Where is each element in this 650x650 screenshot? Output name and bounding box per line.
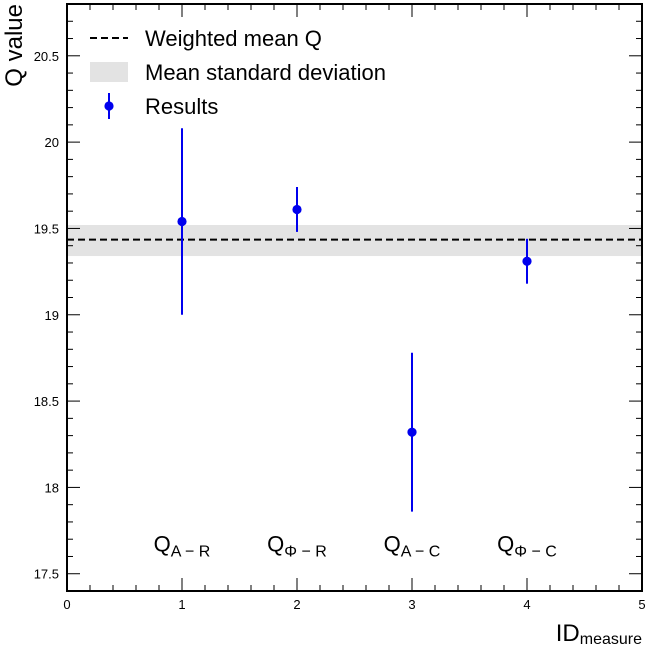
x-axis-title-sub: measure bbox=[580, 631, 642, 648]
y-tick-label: 19.5 bbox=[34, 221, 59, 236]
y-tick-label: 18.5 bbox=[34, 394, 59, 409]
plot-frame bbox=[66, 3, 643, 592]
legend-band-label: Mean standard deviation bbox=[145, 60, 386, 85]
measure-label: QA − R bbox=[154, 531, 211, 560]
y-tick-label: 20.5 bbox=[34, 49, 59, 64]
result-point-group bbox=[292, 187, 302, 232]
x-tick-label: 3 bbox=[408, 597, 415, 612]
legend-results-label: Results bbox=[145, 94, 218, 119]
axes-layer: 0 1 2 3 4 5 17.5 18 18.5 19 19.5 20 20.5 IDmeasure Q v… bbox=[1, 3, 646, 648]
measure-label-sub: A − R bbox=[171, 543, 211, 560]
y-tick-label: 19 bbox=[45, 308, 59, 323]
x-axis-title-main: ID bbox=[556, 620, 580, 647]
data-point bbox=[292, 204, 302, 215]
measure-label: QΦ − R bbox=[267, 531, 327, 560]
measure-label-main: Q bbox=[267, 531, 284, 556]
y-tick-label: 18 bbox=[45, 480, 59, 495]
measure-label-main: Q bbox=[154, 531, 171, 556]
measure-label: QΦ − C bbox=[497, 531, 557, 560]
legend-mean-label: Weighted mean Q bbox=[145, 26, 322, 51]
data-layer bbox=[177, 128, 532, 512]
legend-results-marker bbox=[104, 101, 114, 111]
measure-label-sub: Φ − C bbox=[514, 543, 557, 560]
x-tick-label: 0 bbox=[63, 597, 70, 612]
x-axis-title: IDmeasure bbox=[556, 620, 642, 648]
x-tick-label: 5 bbox=[638, 597, 645, 612]
y-tick-label: 17.5 bbox=[34, 567, 59, 582]
result-point-group bbox=[177, 128, 187, 315]
measure-label-sub: Φ − R bbox=[284, 543, 327, 560]
y-tick-label: 20 bbox=[45, 135, 59, 150]
result-point-group bbox=[522, 238, 532, 284]
data-point bbox=[177, 216, 187, 227]
measure-label-main: Q bbox=[497, 531, 514, 556]
data-point bbox=[522, 256, 532, 266]
y-axis-title: Q value bbox=[1, 4, 28, 87]
measure-label-sub: A − C bbox=[401, 543, 441, 560]
x-tick-label: 2 bbox=[293, 597, 300, 612]
legend-band-swatch bbox=[90, 62, 128, 82]
data-point bbox=[407, 427, 417, 437]
x-tick-label: 4 bbox=[523, 597, 530, 612]
result-point-group bbox=[407, 352, 417, 512]
x-tick-label: 1 bbox=[178, 597, 185, 612]
measure-label: QA − C bbox=[384, 531, 441, 560]
legend: Weighted mean Q Mean standard deviation Re… bbox=[90, 26, 386, 119]
annotation-layer: QA − R QΦ − R QA − C QΦ − C bbox=[154, 531, 557, 560]
measure-label-main: Q bbox=[384, 531, 401, 556]
